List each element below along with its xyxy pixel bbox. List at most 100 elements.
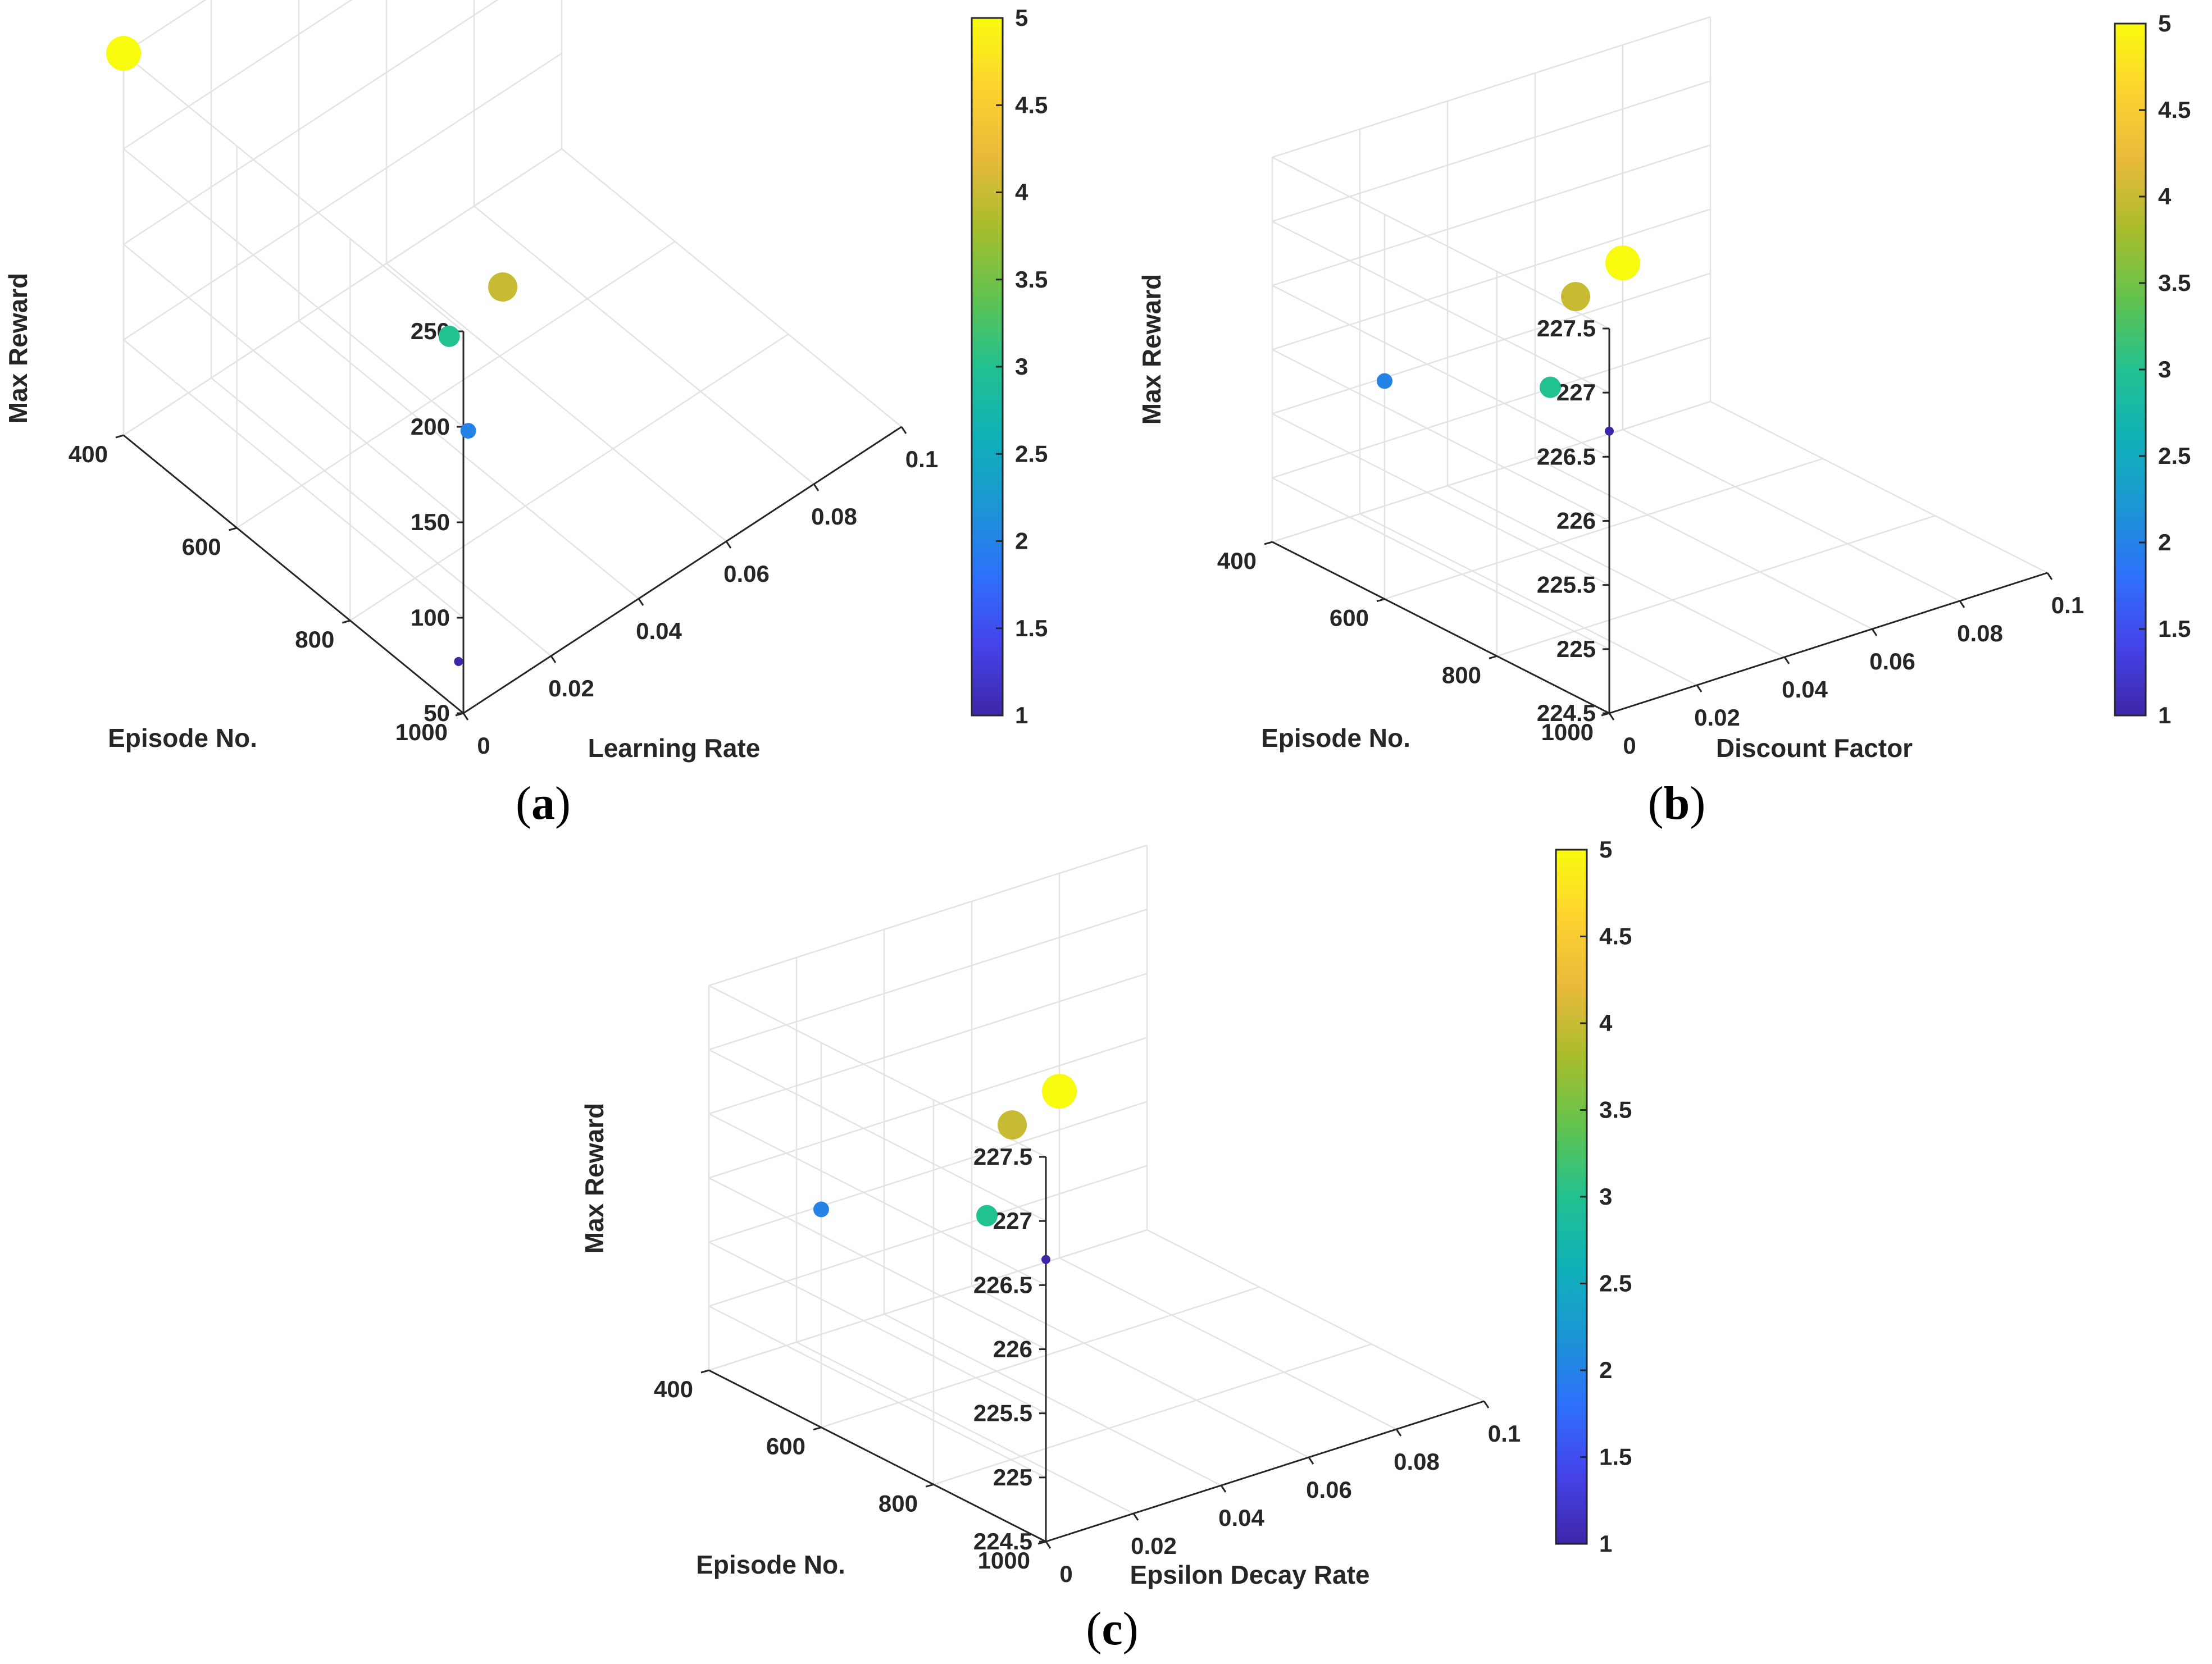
y-tick [1376,598,1385,603]
x-tick [1871,628,1878,636]
colorbar-tick-label: 1 [1599,1530,1612,1557]
grid-line [123,0,353,150]
z-tick-label: 225.5 [973,1400,1032,1426]
z-tick-label: 100 [411,604,450,631]
grid-line [708,984,1046,1158]
z-tick-label: 226.5 [973,1271,1032,1298]
colorbar-tick-label: 2.5 [1599,1270,1632,1297]
x-tick [1608,713,1615,721]
colorbar-tick-label: 5 [1599,836,1612,863]
grid-line [884,1313,1222,1487]
grid-line [561,148,902,427]
colorbar-tick-label: 4.5 [2158,97,2191,123]
y-axis-label: Episode No. [108,723,257,753]
grid-line [708,1241,1046,1414]
x-tick [1395,1429,1402,1437]
data-point-4 [1561,282,1590,312]
grid-line [123,0,207,54]
y-tick-label: 1000 [395,719,448,745]
data-point-2 [813,1201,829,1218]
grid-line [1272,156,1610,330]
x-tick-label: 0.04 [1218,1505,1264,1531]
data-point-5 [1042,1074,1077,1109]
y-tick [229,527,238,531]
grid-line [123,148,562,436]
x-tick [1696,685,1703,692]
grid-line [349,333,789,622]
x-tick [1308,1457,1314,1465]
grid-line [1272,144,1711,286]
grid-line [1059,1257,1397,1430]
grid-line [708,1049,1046,1222]
colorbar-tick-label: 1.5 [1599,1444,1632,1470]
grid-line [123,339,464,618]
x-tick-label: 0.08 [1394,1448,1440,1475]
x-tick-label: 0.04 [1782,676,1828,703]
colorbar-tick-label: 5 [2158,10,2171,37]
y-tick-label: 600 [1330,605,1369,631]
z-tick-label: 227.5 [973,1143,1032,1170]
z-axis-label: Max Reward [580,1103,609,1253]
grid-line [796,1341,1134,1515]
grid-line [123,52,562,341]
z-tick-label: 226.5 [1537,443,1596,469]
x-tick [1132,1513,1139,1521]
z-tick-label: 50 [424,700,450,726]
x-tick [725,541,732,549]
y-axis-label: Episode No. [696,1550,845,1579]
colorbar-tick-label: 3 [2158,356,2171,382]
data-point-2 [460,423,476,439]
panel-label: (c) [1086,1603,1138,1655]
grid-line [1535,457,1873,630]
grid-line [123,148,464,427]
colorbar-tick-label: 2 [1015,528,1028,554]
grid-line [1447,485,1785,658]
data-point-4 [488,272,517,302]
z-tick-label: 225.5 [1537,572,1596,598]
grid-line [123,0,499,245]
colorbar-tick-label: 3.5 [1599,1097,1632,1123]
grid-line [123,244,464,523]
grid-line [708,844,1148,987]
z-tick-label: 227 [993,1207,1032,1234]
y-tick [925,1483,934,1488]
data-point-5 [1605,245,1640,281]
x-tick [2046,572,2053,580]
y-tick-label: 800 [879,1490,918,1516]
colorbar-tick-label: 4 [1599,1010,1613,1036]
y-tick [700,1369,709,1374]
x-tick-label: 0.04 [636,618,682,644]
grid-line [708,1113,1046,1286]
x-tick-label: 0.06 [1869,648,1915,674]
x-tick [1220,1485,1227,1493]
y-tick-label: 400 [654,1376,693,1402]
x-axis-label: Learning Rate [588,733,761,763]
data-point-1 [1605,426,1614,436]
grid-line [933,1343,1372,1485]
grid-line [1272,221,1610,394]
z-tick-label: 226 [1556,508,1596,534]
y-tick [1489,655,1498,659]
z-tick-label: 224.5 [1537,700,1596,726]
x-tick-label: 0.1 [1488,1420,1521,1447]
x-tick-label: 0 [1059,1561,1072,1587]
x-tick [1783,657,1790,664]
x-tick [900,426,907,434]
y-axis-line [708,1369,1046,1543]
colorbar-tick-label: 1.5 [1015,615,1048,641]
x-tick-label: 0.06 [723,560,770,587]
data-point-1 [454,657,463,666]
grid-line [236,240,676,529]
data-point-4 [998,1110,1027,1140]
x-tick-label: 0 [1623,732,1636,759]
colorbar-tick-label: 3 [1599,1183,1612,1210]
panel-label: (b) [1648,777,1706,829]
x-tick-label: 0.02 [548,675,594,701]
y-tick-label: 600 [766,1433,805,1460]
x-axis-line [1045,1400,1485,1543]
colorbar-tick-label: 2.5 [2158,443,2191,469]
grid-line [708,908,1148,1051]
data-point-1 [1041,1255,1050,1264]
grid-line [708,973,1148,1115]
